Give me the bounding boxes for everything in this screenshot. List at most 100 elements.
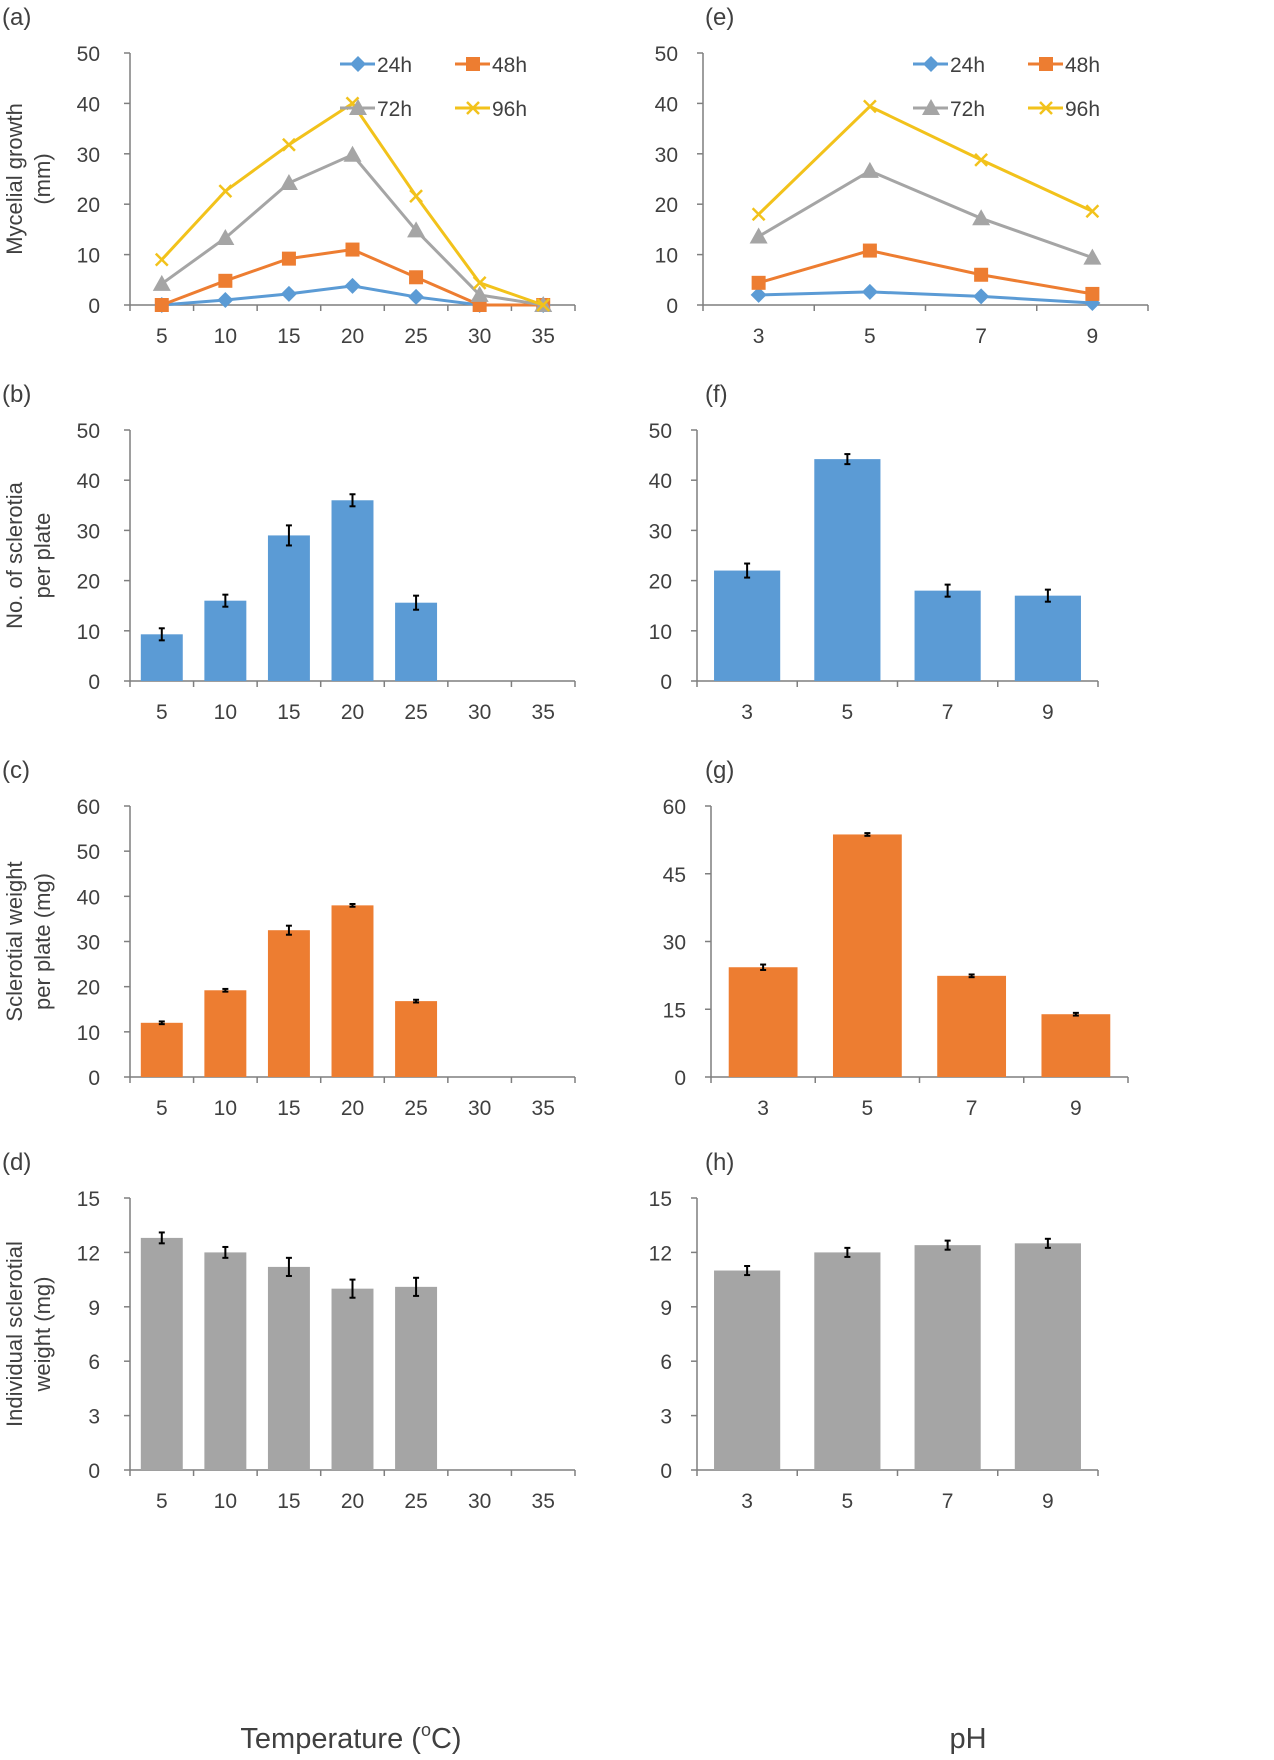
marker-x	[751, 207, 766, 222]
series-line-24h	[758, 290, 1093, 305]
x-tick-label: 30	[468, 701, 491, 724]
y-tick-label: 10	[655, 245, 678, 268]
bar	[267, 930, 310, 1077]
marker-triangle	[343, 145, 362, 162]
legend-item: 48h	[455, 54, 527, 77]
x-tick-label: 25	[404, 325, 427, 348]
x-tick-label: 10	[214, 701, 237, 724]
marker-triangle	[749, 227, 768, 244]
x-tick-label: 20	[341, 1490, 364, 1513]
marker-diamond	[408, 288, 425, 305]
marker-triangle	[972, 209, 991, 226]
x-tick-label: 9	[1070, 1097, 1082, 1120]
marker-x-stroke	[751, 207, 766, 222]
marker-diamond	[973, 288, 990, 305]
x-tick-label: 30	[468, 1097, 491, 1120]
chart-panel-b: (b) No. of sclerotia per plate 0 10 20 30 40 50 5…	[2, 381, 576, 724]
bar	[714, 570, 781, 681]
marker-square	[466, 57, 480, 71]
bar	[395, 1001, 438, 1077]
x-tick-label: 9	[1087, 325, 1099, 348]
marker-x-stroke	[466, 101, 480, 115]
y-tick-label: 50	[77, 841, 100, 864]
y-tick-label: 30	[649, 520, 672, 543]
y-tick-label: 12	[649, 1242, 672, 1265]
y-tick-label: 10	[77, 1022, 100, 1045]
marker-x-stroke	[862, 99, 877, 114]
marker-square	[751, 275, 766, 290]
y-tick-label: 12	[77, 1242, 100, 1265]
y-tick-label: 10	[649, 621, 672, 644]
legend-item: 72h	[913, 98, 985, 121]
x-tick-label: 35	[532, 325, 555, 348]
y-axis-title: Sclerotial weight	[2, 861, 27, 1021]
bar	[937, 975, 1007, 1077]
y-tick-label: 20	[655, 194, 678, 217]
bar	[832, 834, 902, 1077]
x-tick-label: 5	[156, 1097, 168, 1120]
marker-diamond	[280, 285, 297, 302]
x-tick-label: 25	[404, 1097, 427, 1120]
marker-x	[282, 137, 296, 152]
y-tick-label: 3	[660, 1406, 672, 1429]
marker-triangle	[860, 161, 879, 178]
bar	[814, 1252, 881, 1470]
x-tick-label: 5	[156, 1490, 168, 1513]
y-tick-label: 30	[663, 932, 686, 955]
bar	[1014, 1243, 1081, 1470]
y-tick-label: 50	[655, 43, 678, 66]
y-tick-label: 30	[77, 144, 100, 167]
marker-x-stroke	[472, 275, 487, 290]
marker-square	[218, 273, 233, 288]
bar	[140, 1237, 183, 1470]
panel-label: (f)	[705, 381, 728, 408]
chart-panel-f: (f) 0 10 20 30 40 50 3 5 7 9	[649, 381, 1099, 724]
x-tick-label: 5	[864, 325, 876, 348]
marker-square	[1085, 286, 1100, 301]
x-tick-label: 25	[404, 701, 427, 724]
y-tick-label: 6	[660, 1351, 672, 1374]
y-tick-label: 20	[77, 571, 100, 594]
y-axis-title: weight (mg)	[30, 1277, 55, 1393]
legend-label: 96h	[1065, 98, 1100, 121]
y-tick-label: 60	[663, 796, 686, 819]
y-tick-label: 50	[649, 420, 672, 443]
x-tick-label: 30	[468, 325, 491, 348]
panel-label: (b)	[2, 381, 31, 408]
x-axis-title-temperature: Temperature (oC)	[240, 1720, 461, 1755]
legend-label: 48h	[492, 54, 527, 77]
marker-x	[536, 298, 551, 312]
y-tick-label: 0	[674, 1067, 686, 1090]
bar	[331, 500, 374, 681]
x-tick-label: 3	[757, 1097, 769, 1120]
bar	[331, 1288, 374, 1470]
marker-square	[281, 251, 296, 266]
chart-panel-d: (d) Individual sclerotial weight (mg) 0 3 6 9 1…	[2, 1149, 576, 1513]
y-tick-label: 40	[77, 470, 100, 493]
y-tick-label: 0	[88, 1067, 100, 1090]
y-tick-label: 9	[660, 1297, 672, 1320]
y-axis-title: No. of sclerotia	[2, 481, 27, 628]
marker-square	[409, 270, 424, 285]
chart-panel-a: (a) Mycelial growth (mm) 0 10 20 30 40 50 5 10 15 20…	[2, 4, 576, 348]
bar	[331, 905, 374, 1077]
marker-x-stroke	[218, 184, 233, 198]
y-tick-label: 15	[77, 1188, 100, 1211]
marker-x	[154, 252, 169, 267]
bar	[395, 1286, 438, 1470]
y-tick-label: 40	[655, 93, 678, 116]
x-tick-label: 35	[532, 1490, 555, 1513]
chart-panel-e: (e) 0 10 20 30 40 50 3 5 7 9 24h 48h 72h 96h	[655, 4, 1149, 348]
marker-x-stroke	[282, 137, 296, 152]
bar	[204, 1252, 247, 1470]
marker-diamond	[217, 291, 234, 308]
marker-triangle	[407, 221, 426, 238]
x-tick-label: 7	[942, 1490, 954, 1513]
marker-triangle	[349, 99, 367, 115]
x-tick-label: 10	[214, 1490, 237, 1513]
x-tick-label: 15	[277, 325, 300, 348]
legend-label: 96h	[492, 98, 527, 121]
y-axis-title: per plate (mg)	[30, 873, 55, 1010]
bar	[267, 535, 310, 681]
